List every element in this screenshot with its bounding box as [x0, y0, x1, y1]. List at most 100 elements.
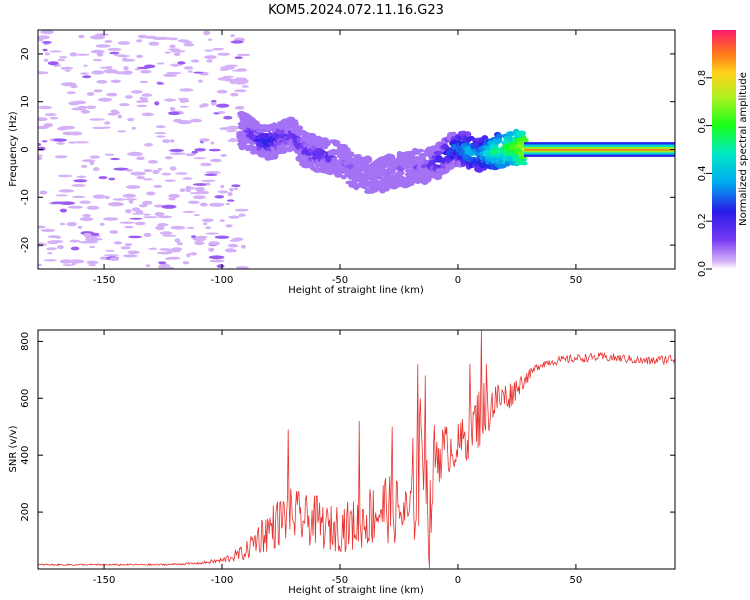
noise-speckle [163, 266, 175, 269]
ridge-band-5 [524, 144, 675, 147]
noise-speckle [170, 139, 175, 143]
noise-speckle [42, 41, 52, 44]
noise-speckle [130, 90, 143, 94]
x-tick-label: 0 [455, 575, 461, 586]
noise-speckle [228, 215, 240, 219]
ridge-band-1 [524, 152, 675, 155]
noise-speckle [70, 246, 80, 251]
ridge-cell [282, 140, 289, 145]
noise-speckle [193, 71, 204, 74]
noise-speckle [104, 121, 111, 125]
noise-speckle [229, 137, 237, 143]
ridge-cell [492, 147, 499, 153]
noise-speckle [234, 56, 243, 59]
noise-speckle [219, 68, 229, 71]
noise-speckle [92, 58, 103, 62]
ridge-band-6 [524, 142, 675, 145]
y-tick-label: 0 [20, 146, 31, 152]
noise-speckle [155, 225, 165, 231]
noise-speckle [39, 190, 48, 195]
noise-speckle [55, 156, 67, 159]
noise-speckle [225, 64, 239, 67]
ridge-cell [504, 160, 511, 167]
noise-speckle [66, 222, 77, 227]
noise-speckle [230, 34, 235, 38]
noise-speckle [143, 216, 158, 219]
noise-speckle [185, 188, 191, 193]
noise-speckle [236, 68, 247, 71]
noise-speckle [86, 260, 99, 265]
noise-speckle [119, 103, 130, 107]
noise-speckle [57, 174, 73, 178]
ridge-cell [347, 157, 354, 163]
colorbar-tick-label: 0.2 [697, 213, 708, 229]
colorbar-ticks: 0.0 0.2 0.4 0.6 0.8 [697, 70, 712, 277]
noise-speckle [143, 213, 151, 216]
noise-speckle [58, 189, 75, 193]
noise-speckle [161, 204, 177, 209]
noise-speckle [141, 112, 154, 117]
noise-speckle [236, 53, 251, 57]
noise-speckle [49, 240, 64, 244]
noise-speckle [233, 80, 247, 85]
noise-speckle [183, 66, 194, 70]
ridge-cell [442, 143, 449, 149]
noise-speckle [106, 92, 118, 97]
noise-speckle [157, 167, 162, 171]
noise-speckle [208, 247, 215, 252]
noise-speckle [216, 89, 228, 94]
noise-speckle [127, 151, 143, 157]
noise-speckle [194, 148, 206, 152]
noise-speckle [193, 214, 200, 217]
snr-y-label: SNR (v/v) [8, 425, 19, 472]
ridge-cell [507, 134, 513, 142]
noise-speckle [38, 146, 46, 151]
noise-speckle [217, 52, 231, 56]
noise-speckle [44, 52, 50, 56]
noise-speckle [89, 160, 95, 166]
noise-speckle [227, 243, 239, 248]
noise-speckle [79, 217, 94, 222]
noise-speckle [209, 259, 225, 263]
noise-speckle [76, 53, 90, 56]
noise-speckle [171, 63, 180, 67]
noise-speckle [42, 48, 48, 52]
noise-speckle [38, 263, 42, 267]
noise-speckle [144, 143, 154, 147]
noise-speckle [59, 201, 75, 205]
noise-speckle [166, 71, 182, 75]
noise-speckle [69, 239, 81, 243]
colorbar-tick-label: 0.0 [697, 261, 708, 277]
noise-speckle [146, 191, 156, 196]
y-tick-label: -20 [20, 237, 31, 253]
y-tick-label: 10 [20, 95, 31, 108]
noise-speckle [71, 107, 87, 111]
ridge-cell [296, 125, 303, 131]
noise-speckle [168, 111, 180, 116]
noise-speckle [192, 183, 209, 186]
ridge-cell [340, 175, 347, 180]
ridge-cell [517, 130, 527, 137]
colorbar-tick-label: 0.8 [697, 70, 708, 86]
noise-speckle [88, 237, 103, 241]
noise-speckle [201, 179, 216, 182]
noise-speckle [124, 225, 134, 229]
noise-speckle [99, 222, 105, 226]
noise-speckle [182, 210, 196, 213]
noise-speckle [109, 257, 120, 262]
noise-speckle [136, 156, 145, 161]
snr-plot-area [38, 330, 675, 569]
colorbar: 0.0 0.2 0.4 0.6 0.8 Normalized spectral ampl… [697, 30, 749, 277]
ridge-cell [466, 136, 475, 141]
noise-speckle [101, 126, 111, 129]
y-tick-label: 600 [20, 389, 31, 408]
noise-speckle [143, 232, 152, 237]
noise-speckle [38, 71, 49, 75]
noise-speckle [225, 224, 233, 228]
noise-speckle [120, 246, 131, 250]
ridge-band-0 [524, 154, 675, 157]
noise-speckle [234, 106, 245, 110]
noise-speckle [177, 120, 192, 125]
noise-speckle [104, 40, 113, 43]
